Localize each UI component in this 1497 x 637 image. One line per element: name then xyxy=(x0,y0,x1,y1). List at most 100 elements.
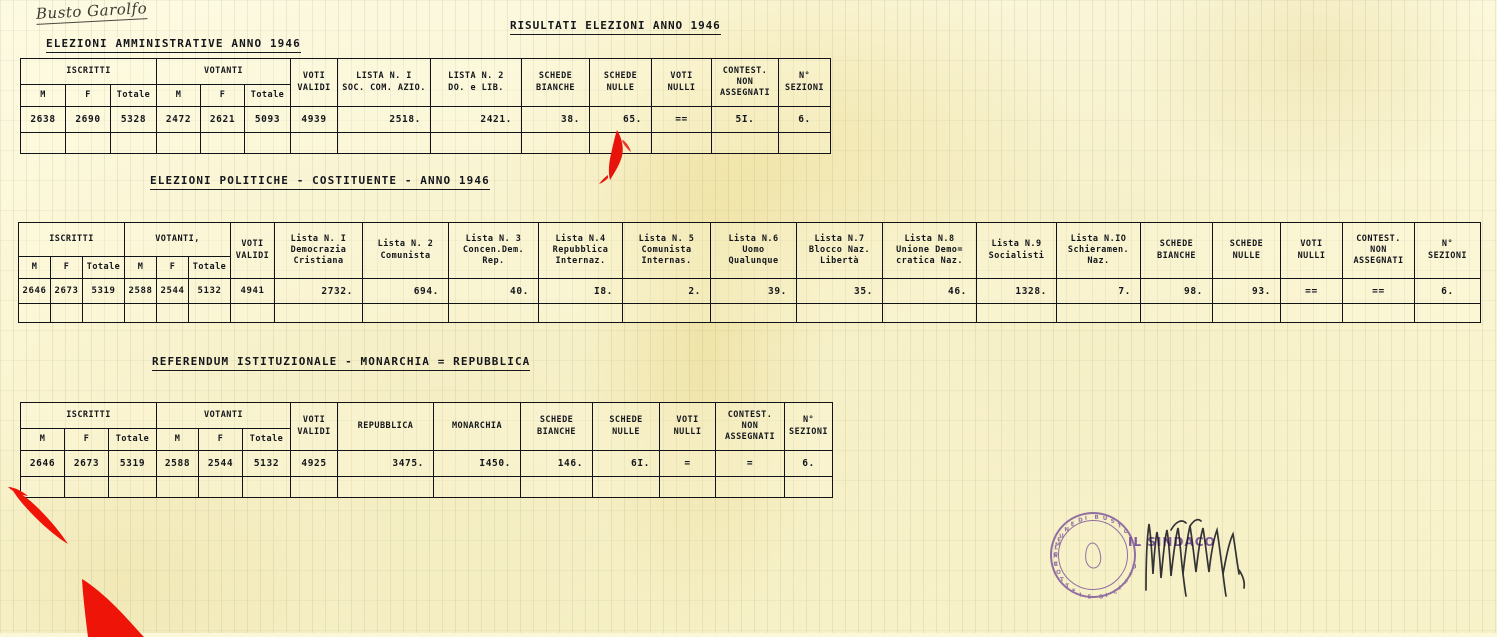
empty-cell xyxy=(796,303,883,323)
empty-cell xyxy=(1414,303,1481,323)
section-title-politiche: ELEZIONI POLITICHE - COSTITUENTE - ANNO … xyxy=(150,174,490,190)
lista-7-line3: Libertà xyxy=(820,256,859,267)
empty-cell xyxy=(589,132,653,154)
contest-line1: CONTEST. xyxy=(722,65,768,76)
cell-iscritti-f: 2673 xyxy=(64,450,109,477)
voti-nulli-line2: NULLI xyxy=(673,426,702,437)
header-contest-non-assegnati: CONTEST. NON ASSEGNATI xyxy=(711,58,780,107)
empty-cell xyxy=(433,476,522,498)
table-subheader-row: M F Totale M F Totale xyxy=(18,256,1481,279)
sezioni-line1: N° xyxy=(802,415,815,426)
table-header-row-group: ISCRITTI VOTANTI VOTI VALIDI LISTA N. I S… xyxy=(20,58,832,107)
empty-cell xyxy=(124,303,157,323)
table-politiche: ISCRITTI VOTANTI, VOTI VALIDI Lista N. I … xyxy=(18,222,1481,323)
lista-8-line1: Lista N.8 xyxy=(904,233,955,244)
contest-line2: NON xyxy=(741,420,759,431)
cell-contest-non-assegnati: == xyxy=(1342,278,1415,304)
empty-cell xyxy=(50,303,83,323)
empty-cell xyxy=(200,132,245,154)
cell-lista-8: 46. xyxy=(882,278,977,304)
cell-iscritti-f: 2690 xyxy=(65,106,111,133)
lista-8-line3: cratica Naz. xyxy=(896,256,963,267)
empty-cell xyxy=(715,476,786,498)
cell-voti-validi: 4925 xyxy=(290,450,339,477)
header-votanti: VOTANTI, xyxy=(124,222,231,257)
cell-iscritti-m: 2646 xyxy=(20,450,65,477)
lista-8-line2: Unione Demo= xyxy=(896,244,963,255)
cell-lista-4: I8. xyxy=(538,278,623,304)
empty-cell xyxy=(592,476,661,498)
empty-cell xyxy=(290,132,339,154)
contest-line1: CONTEST. xyxy=(1356,233,1401,244)
empty-cell xyxy=(710,303,797,323)
table-amministrative: ISCRITTI VOTANTI VOTI VALIDI LISTA N. I S… xyxy=(20,58,832,154)
cell-lista-6: 39. xyxy=(710,278,797,304)
empty-cell xyxy=(241,476,292,498)
empty-cell xyxy=(448,303,539,323)
lista-10-line2: Schieramen. xyxy=(1067,244,1130,255)
cell-lista-2: 694. xyxy=(362,278,449,304)
cell-votanti-f: 2544 xyxy=(198,450,243,477)
lista-2-line1: Lista N. 2 xyxy=(377,239,434,250)
header-votanti: VOTANTI xyxy=(155,402,292,429)
empty-cell xyxy=(622,303,711,323)
header-schede-nulle: SCHEDE NULLE xyxy=(592,402,661,451)
cell-schede-bianche: 38. xyxy=(521,106,591,133)
header-n-sezioni: N° SEZIONI xyxy=(1414,222,1481,279)
mayor-signature xyxy=(1145,518,1246,597)
header-voti-validi: VOTI VALIDI xyxy=(290,58,339,107)
contest-line3: ASSEGNATI xyxy=(724,432,776,443)
lista-4-line1: Lista N.4 xyxy=(555,233,606,244)
subheader-votanti-f: F xyxy=(198,428,243,451)
cell-contest-non-assegnati: 5I. xyxy=(711,106,780,133)
empty-cell xyxy=(520,476,594,498)
cell-lista-9: 1328. xyxy=(976,278,1057,304)
sezioni-line2: SEZIONI xyxy=(789,426,828,437)
empty-cell xyxy=(1056,303,1141,323)
cell-schede-nulle: 6I. xyxy=(592,450,661,477)
sezioni-line2: SEZIONI xyxy=(785,82,824,93)
lista-7-line1: Lista N.7 xyxy=(814,233,865,244)
contest-line2: NON xyxy=(1370,244,1387,255)
header-lista-1: LISTA N. I SOC. COM. AZIO. xyxy=(337,58,432,107)
cell-lista-7: 35. xyxy=(796,278,883,304)
subheader-iscritti-f: F xyxy=(64,428,109,451)
cell-voti-nulli: == xyxy=(651,106,713,133)
cell-iscritti-m: 2646 xyxy=(18,278,51,304)
subheader-iscritti-f: F xyxy=(50,256,83,279)
cell-lista-2: 2421. xyxy=(430,106,523,133)
subheader-votanti-f: F xyxy=(156,256,189,279)
voti-nulli-line2: NULLI xyxy=(667,82,696,93)
empty-cell xyxy=(110,132,157,154)
header-n-sezioni: N° SEZIONI xyxy=(778,58,832,107)
table-row: 2638 2690 5328 2472 2621 5093 4939 2518.… xyxy=(20,106,832,133)
subheader-iscritti-f: F xyxy=(65,84,111,107)
empty-cell xyxy=(198,476,243,498)
voti-nulli-line1: VOTI xyxy=(1300,239,1323,250)
empty-cell xyxy=(337,132,432,154)
empty-cell xyxy=(784,476,834,498)
cell-lista-1: 2732. xyxy=(274,278,363,304)
subheader-votanti-m: M xyxy=(156,84,201,107)
empty-cell xyxy=(1280,303,1343,323)
lista-5-line2: Comunista xyxy=(641,244,692,255)
lista-6-line2: Uomo xyxy=(742,244,765,255)
lista-3-line2: Concen.Dem. xyxy=(462,244,525,255)
header-lista-2: LISTA N. 2 DO. e LIB. xyxy=(430,58,523,107)
cell-iscritti-totale: 5328 xyxy=(110,106,157,133)
lista-2-line2: DO. e LIB. xyxy=(448,82,504,93)
lista-2-line1: LISTA N. 2 xyxy=(448,71,504,82)
cell-voti-validi: 4941 xyxy=(230,278,275,304)
sezioni-line1: N° xyxy=(1441,239,1454,250)
table-empty-row xyxy=(20,132,832,154)
empty-cell xyxy=(156,303,189,323)
header-schede-bianche: SCHEDE BIANCHE xyxy=(520,402,594,451)
lista-6-line1: Lista N.6 xyxy=(728,233,779,244)
cell-lista-1: 2518. xyxy=(337,106,432,133)
header-lista-3: Lista N. 3 Concen.Dem. Rep. xyxy=(448,222,539,279)
contest-line2: NON xyxy=(736,76,754,87)
table-empty-row xyxy=(18,303,1481,323)
lista-5-line3: Internas. xyxy=(641,256,692,267)
empty-cell xyxy=(976,303,1057,323)
lista-1-line3: Cristiana xyxy=(293,256,344,267)
